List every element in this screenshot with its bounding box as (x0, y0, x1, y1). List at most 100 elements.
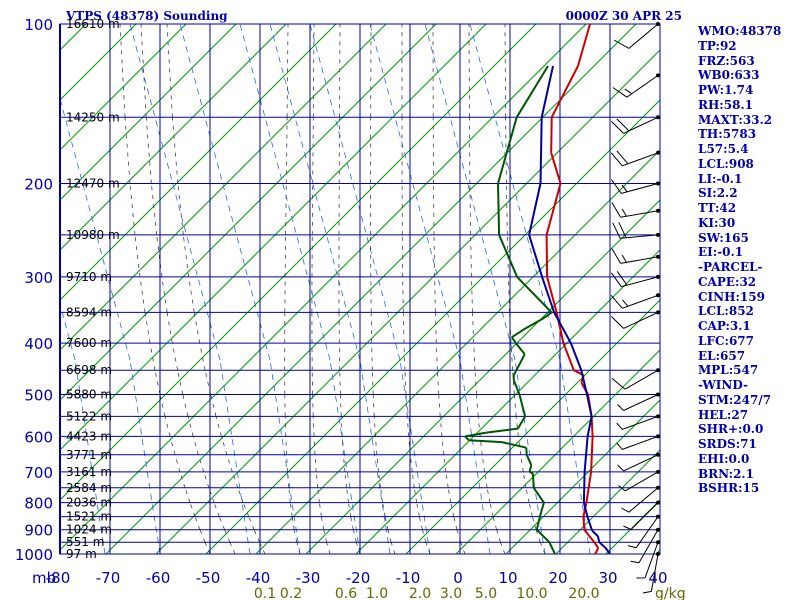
series-temperature (545, 23, 600, 555)
temperature-axis-labels: -80 -70 -60 -50 -40 -30 -20 -10 0 10 20 30 40 (46, 569, 668, 587)
wind-barb-station (656, 434, 660, 439)
wind-barb (621, 487, 659, 513)
wind-barb-station (656, 293, 660, 298)
temperature-tick-label: -20 (346, 569, 371, 587)
index-item: L57:5.4 (698, 142, 749, 156)
temperature-tick-label: 10 (498, 569, 517, 587)
wind-barb (616, 435, 659, 450)
wind-barb (611, 202, 659, 218)
index-item: STM:247/7 (698, 392, 772, 407)
height-label: 551 m (66, 535, 104, 549)
wind-barb (610, 179, 659, 194)
sounding-indices: WMO:48378 TP:92 FRZ:563 WB0:633 PW:1.74 RH:58… (698, 24, 800, 496)
index-item: TH:5783 (698, 127, 757, 142)
height-label: 3771 m (66, 448, 112, 462)
wind-barb (617, 394, 659, 411)
height-label: 14250 m (66, 110, 120, 124)
wind-barb-station (656, 208, 660, 213)
index-item: TP:92 (698, 38, 737, 53)
index-item: EI:-0.1 (698, 245, 744, 260)
height-label: 9710 m (66, 270, 112, 284)
index-item: BRN:2.1 (698, 466, 754, 481)
wind-barb (610, 294, 659, 309)
index-item: TT:42 (698, 201, 737, 215)
index-item: SHR+:0.0 (698, 422, 764, 437)
mixing-ratio-label: 2.0 (409, 586, 431, 600)
index-item: BSHR:15 (698, 481, 760, 496)
pressure-tick-label: 300 (24, 269, 53, 287)
wind-barb (636, 542, 659, 579)
height-label: 10980 m (66, 228, 120, 242)
temperature-tick-label: -60 (146, 569, 171, 587)
index-item: RH:58.1 (698, 97, 753, 112)
wind-barb-station (656, 514, 660, 519)
moist-adiabats (119, 23, 546, 555)
index-item: EL:657 (698, 348, 746, 363)
wind-barb-station (656, 392, 660, 397)
wind-barb (610, 271, 659, 288)
index-item: LI:-0.1 (698, 171, 743, 186)
index-item: FRZ:563 (698, 53, 755, 68)
wind-barb (611, 248, 659, 264)
chart-title: VTPS (48378) Sounding (65, 9, 228, 23)
temperature-tick-label: 40 (648, 569, 667, 587)
height-label: 2036 m (66, 496, 112, 510)
index-item: WB0:633 (698, 68, 760, 83)
wind-barb (627, 516, 659, 549)
pressure-tick-label: 900 (24, 522, 53, 540)
index-item: CAP:3.1 (698, 319, 751, 333)
temperature-tick-label: -30 (296, 569, 321, 587)
index-item: LCL:908 (698, 156, 754, 171)
index-item: SRDS:71 (698, 437, 757, 451)
pressure-axis-labels: 100 200 300 400 500 600 700 800 900 1000 (15, 16, 53, 564)
pressure-tick-label: 800 (24, 495, 53, 513)
wind-barb-station (656, 274, 660, 279)
mixing-ratio-label: 0.6 (335, 586, 357, 600)
wind-barb (610, 150, 659, 167)
wind-barb (612, 222, 659, 239)
height-labels: 16610 m 14250 m 12470 m 10980 m 9710 m 8594 m… (66, 17, 120, 561)
temperature-tick-label: 20 (548, 569, 567, 587)
index-item: -WIND- (698, 378, 748, 392)
wind-barb-station (656, 310, 660, 315)
pressure-tick-label: 400 (24, 335, 53, 353)
wind-barb (613, 23, 659, 49)
mixing-ratio-unit: g/kg (655, 586, 686, 600)
index-item: MAXT:33.2 (698, 112, 773, 127)
index-item: SI:2.2 (698, 186, 738, 201)
height-label: 12470 m (66, 177, 120, 191)
pressure-tick-label: 600 (24, 428, 53, 446)
index-item: PW:1.74 (698, 83, 754, 97)
wind-barb-station (656, 22, 660, 26)
index-item: KI:30 (698, 215, 736, 230)
wind-barb-station (656, 552, 660, 556)
index-item: SW:165 (698, 230, 749, 245)
y-axis-unit: mb (32, 569, 56, 587)
wind-barb (612, 74, 659, 98)
height-label: 97 m (66, 547, 97, 561)
series-parcel (528, 65, 611, 555)
mixing-ratio-label: 3.0 (440, 586, 462, 600)
wind-barb-station (656, 500, 660, 505)
pressure-tick-label: 700 (24, 464, 53, 482)
height-label: 6698 m (66, 363, 112, 377)
pressure-tick-label: 100 (24, 16, 53, 34)
pressure-tick-label: 200 (24, 176, 53, 194)
wind-barb (630, 529, 659, 564)
height-label: 2584 m (66, 481, 112, 495)
index-item: EHI:0.0 (698, 451, 750, 466)
wind-barb (616, 415, 659, 430)
wind-barb (611, 311, 659, 329)
series-dewpoint (464, 65, 556, 555)
index-item: MPL:547 (698, 363, 759, 378)
wind-barb-station (656, 181, 660, 186)
height-label: 4423 m (66, 429, 112, 443)
index-item: HEL:27 (698, 407, 749, 422)
valid-time: 0000Z 30 APR 25 (566, 9, 682, 23)
wind-barb-station (656, 485, 660, 490)
wind-barb-station (656, 540, 660, 545)
height-label: 5880 m (66, 388, 112, 402)
wind-barb-station (656, 414, 660, 419)
temperature-tick-label: 0 (453, 569, 463, 587)
wind-barb (642, 553, 659, 594)
